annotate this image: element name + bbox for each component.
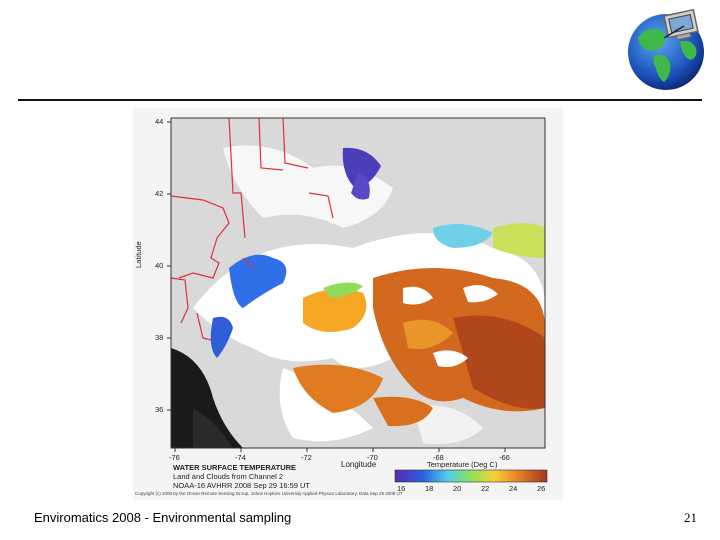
slide-footer: Enviromatics 2008 - Environmental sampli…	[34, 510, 292, 525]
y-axis-label: Latitude	[134, 241, 143, 268]
colorbar-title: Temperature (Deg C)	[427, 460, 498, 469]
copyright-line: Copyright (c) 2008 by the Ocean Remote S…	[135, 491, 403, 496]
colorbar-tick-label: 22	[481, 484, 490, 493]
lat-tick-label: 40	[155, 261, 164, 270]
sst-map	[167, 117, 548, 483]
title-rule	[18, 99, 702, 101]
lat-tick-label: 36	[155, 405, 164, 414]
colorbar-tick-label: 24	[509, 484, 518, 493]
lon-tick-label: -68	[433, 453, 444, 462]
lat-tick-label: 38	[155, 333, 164, 342]
globe-computer-icon	[628, 8, 704, 90]
lat-tick-label: 42	[155, 189, 164, 198]
colorbar-tick-label: 16	[397, 484, 406, 493]
lon-tick-label: -74	[235, 453, 246, 462]
figure-title-line1: WATER SURFACE TEMPERATURE	[173, 463, 297, 472]
colorbar-tick-label: 20	[453, 484, 462, 493]
figure-title-line3: NOAA-16 AVHRR 2008 Sep 29 16:59 UT	[173, 481, 311, 490]
figure-title-line2: Land and Clouds from Channel 2	[173, 472, 284, 481]
lat-tick-label: 44	[155, 117, 164, 126]
page-number: 21	[684, 510, 697, 525]
satellite-sst-figure: 44 42 40 38 36 Latitude -76 -74 -72 -70 …	[133, 108, 563, 500]
x-axis-label: Longitude	[341, 460, 377, 469]
lon-tick-label: -66	[499, 453, 510, 462]
lon-tick-label: -70	[367, 453, 378, 462]
colorbar-tick-label: 26	[537, 484, 546, 493]
colorbar-tick-label: 18	[425, 484, 434, 493]
lon-tick-label: -76	[169, 453, 180, 462]
lon-tick-label: -72	[301, 453, 312, 462]
